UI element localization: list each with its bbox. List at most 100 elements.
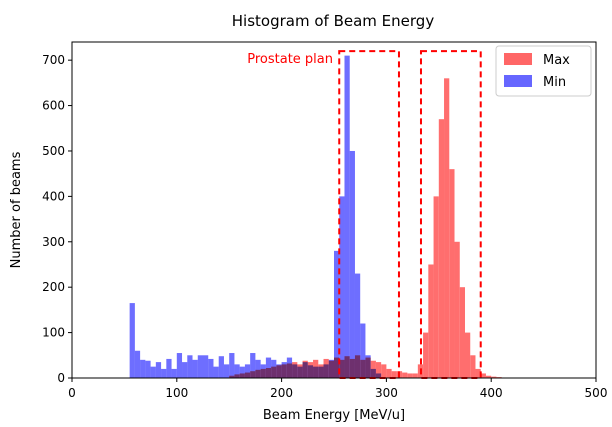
bar-min-200 xyxy=(281,362,287,378)
bar-min-250 xyxy=(334,250,340,378)
legend-label-max: Max xyxy=(543,53,570,68)
x-tick-label-0: 0 xyxy=(68,386,76,400)
bar-min-110 xyxy=(187,355,193,378)
bar-min-190 xyxy=(271,359,277,378)
bar-min-85 xyxy=(161,368,167,378)
bar-min-65 xyxy=(140,359,146,378)
chart-title: Histogram of Beam Energy xyxy=(232,12,435,30)
bar-max-315 xyxy=(402,372,408,378)
bar-min-290 xyxy=(375,373,382,378)
x-tick-label-100: 100 xyxy=(165,386,188,400)
bar-max-320 xyxy=(407,373,413,378)
bar-max-355 xyxy=(444,78,450,378)
bar-min-80 xyxy=(155,362,162,378)
bar-min-145 xyxy=(223,364,230,378)
bar-max-385 xyxy=(475,368,481,378)
bar-max-400 xyxy=(491,376,497,378)
bar-min-170 xyxy=(250,353,256,378)
y-tick-label-500: 500 xyxy=(42,144,65,158)
legend-swatch-max xyxy=(504,53,532,65)
bar-max-395 xyxy=(485,375,492,378)
y-axis-label: Number of beams xyxy=(9,151,24,268)
y-tick-label-700: 700 xyxy=(42,53,65,67)
x-tick-label-400: 400 xyxy=(480,386,503,400)
bar-min-160 xyxy=(239,366,245,378)
bar-min-285 xyxy=(370,368,376,378)
highlight-boxes xyxy=(338,50,482,379)
y-tick-label-600: 600 xyxy=(42,99,65,113)
bar-max-350 xyxy=(438,119,445,379)
legend-swatch-min xyxy=(504,75,532,87)
legend-label-min: Min xyxy=(543,75,566,90)
bar-max-295 xyxy=(381,364,387,378)
highlight-box-2 xyxy=(419,50,482,379)
bar-min-135 xyxy=(213,366,219,378)
bar-min-215 xyxy=(297,366,303,378)
bar-min-175 xyxy=(255,359,261,378)
annotation-prostate-plan: Prostate plan xyxy=(247,52,333,67)
bar-min-130 xyxy=(208,358,214,378)
bar-min-70 xyxy=(145,360,151,378)
bar-max-380 xyxy=(470,355,476,378)
plot-frame xyxy=(71,41,597,379)
bar-min-240 xyxy=(323,364,329,378)
bar-min-95 xyxy=(171,368,177,378)
bar-min-120 xyxy=(197,355,203,378)
x-axis: 0 100 200 300 400 500 xyxy=(68,378,607,400)
bar-min-155 xyxy=(234,364,240,378)
bar-max-340 xyxy=(428,264,434,378)
bar-min-210 xyxy=(292,364,298,378)
bars-layer xyxy=(129,55,513,379)
bar-min-180 xyxy=(260,364,266,378)
bar-max-375 xyxy=(465,332,471,378)
bar-max-365 xyxy=(454,241,460,378)
bar-min-90 xyxy=(166,358,172,378)
bar-max-305 xyxy=(391,371,397,378)
y-tick-label-300: 300 xyxy=(42,235,65,249)
x-axis-label: Beam Energy [MeV/u] xyxy=(263,408,405,423)
bar-max-360 xyxy=(449,169,455,378)
bar-min-230 xyxy=(313,366,319,378)
bar-max-390 xyxy=(480,373,486,378)
bar-min-100 xyxy=(176,353,183,378)
bar-min-185 xyxy=(265,357,272,378)
legend: Max Min xyxy=(495,45,592,97)
bar-min-205 xyxy=(286,357,293,378)
bar-min-235 xyxy=(318,366,324,378)
bar-min-55 xyxy=(129,303,135,378)
bar-min-125 xyxy=(203,355,209,378)
bar-min-260 xyxy=(344,55,350,379)
bar-min-255 xyxy=(339,196,345,378)
bar-min-105 xyxy=(182,362,188,378)
bar-min-75 xyxy=(150,366,156,378)
bar-min-270 xyxy=(354,273,361,378)
x-tick-label-300: 300 xyxy=(375,386,398,400)
x-tick-label-500: 500 xyxy=(585,386,608,400)
x-tick-label-200: 200 xyxy=(270,386,293,400)
y-tick-label-200: 200 xyxy=(42,280,65,294)
bar-min-245 xyxy=(328,359,334,378)
highlight-box-1 xyxy=(338,50,400,379)
bar-min-60 xyxy=(134,350,141,378)
bar-max-300 xyxy=(386,368,392,378)
bar-min-140 xyxy=(218,356,224,378)
bar-min-115 xyxy=(192,359,198,378)
bar-max-325 xyxy=(412,373,418,378)
bar-min-195 xyxy=(276,364,282,378)
bar-max-290 xyxy=(375,362,382,378)
bar-min-150 xyxy=(229,353,235,378)
bar-max-335 xyxy=(423,332,429,378)
y-tick-label-0: 0 xyxy=(57,371,65,385)
bar-min-165 xyxy=(244,364,251,378)
bar-max-370 xyxy=(459,287,465,378)
y-tick-label-100: 100 xyxy=(42,326,65,340)
bar-min-265 xyxy=(349,150,355,378)
y-axis: 0 100 200 300 400 500 600 700 xyxy=(42,53,72,385)
bar-min-280 xyxy=(365,355,371,378)
bar-max-345 xyxy=(433,196,439,378)
bar-min-225 xyxy=(307,365,314,378)
bar-min-275 xyxy=(360,323,366,378)
bar-min-220 xyxy=(302,362,308,378)
y-tick-label-400: 400 xyxy=(42,189,65,203)
